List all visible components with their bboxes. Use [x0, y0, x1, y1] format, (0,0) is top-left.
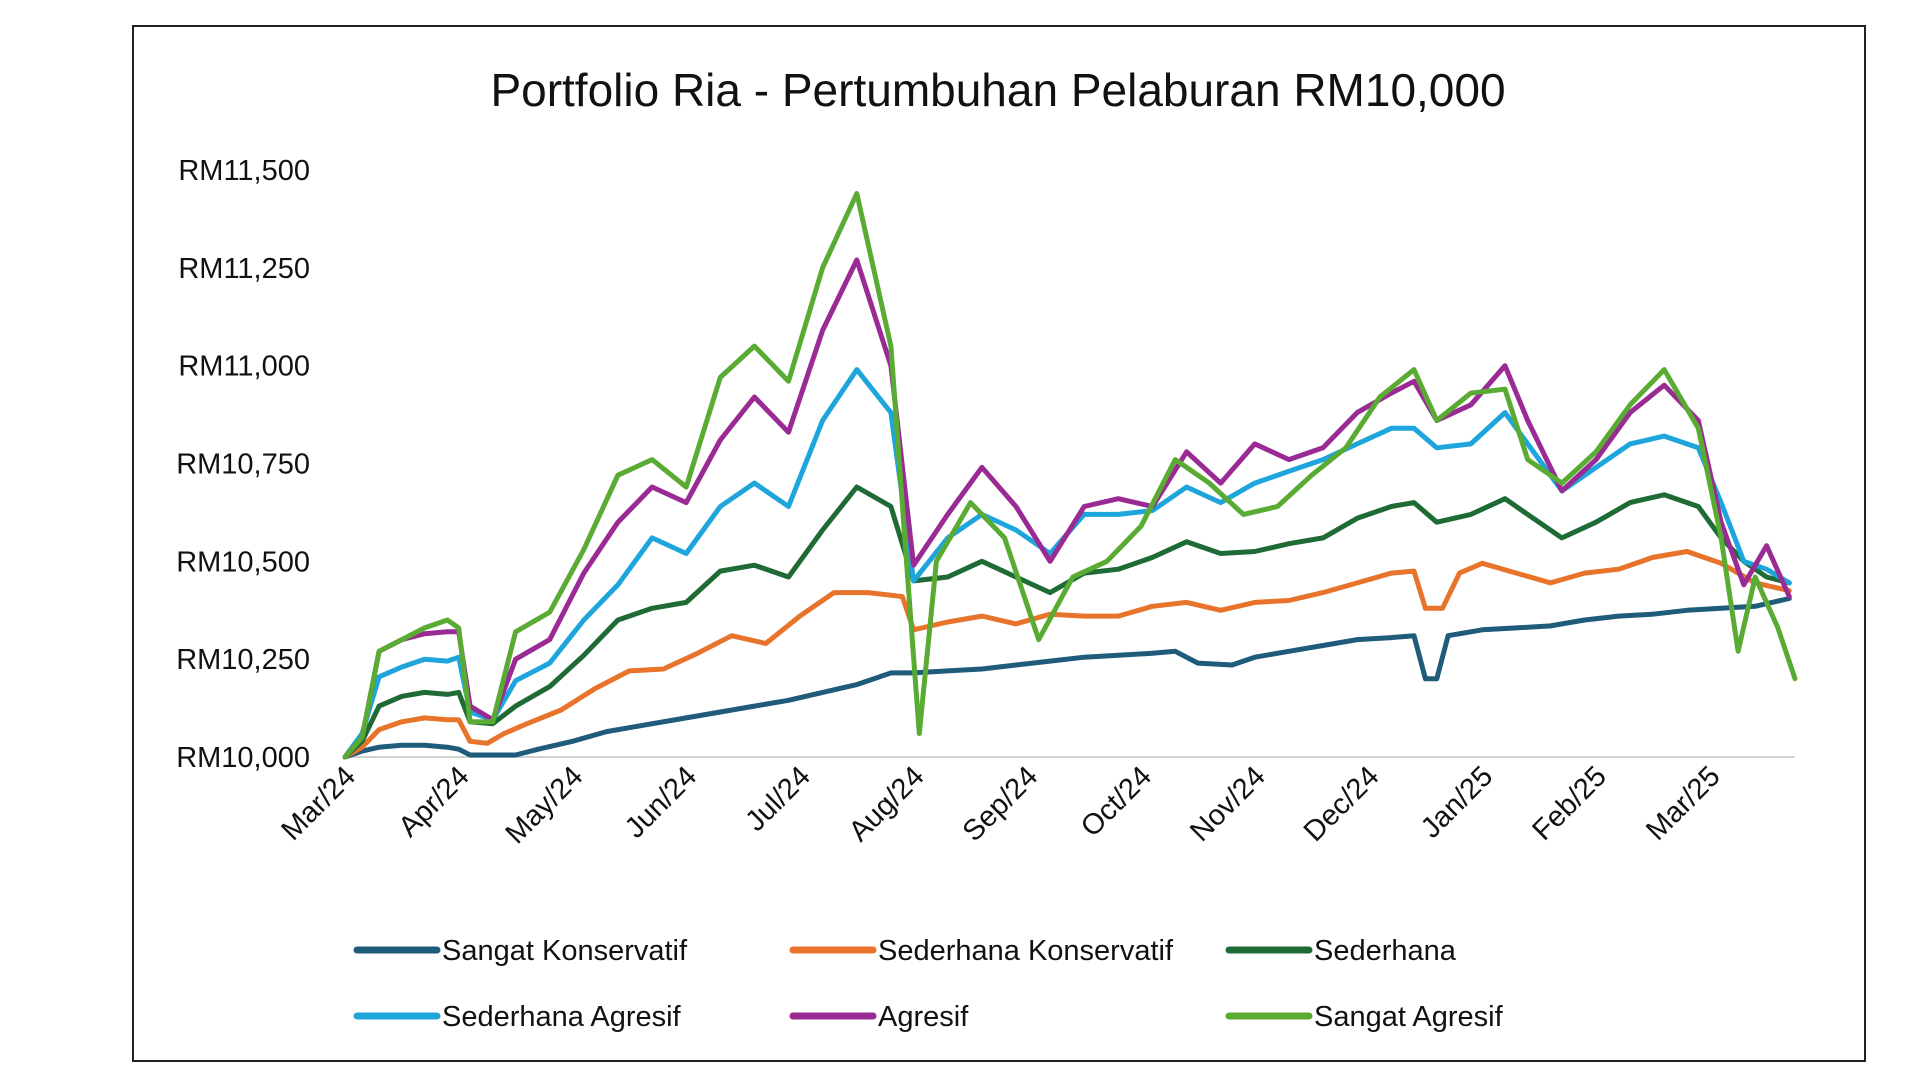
series-line-4 [342, 257, 1792, 760]
y-tick-label: RM10,750 [176, 449, 310, 481]
y-tick-label: RM10,500 [176, 546, 310, 578]
x-tick-label: Jul/24 [740, 760, 817, 837]
x-tick-label: May/24 [500, 760, 590, 850]
series-line-3 [342, 367, 1792, 760]
y-tick-label: RM10,000 [176, 742, 310, 774]
y-tick-label: RM11,000 [178, 351, 310, 383]
series-line-0 [342, 596, 1792, 760]
series-line-5 [342, 191, 1798, 760]
series-line-2 [342, 484, 1792, 760]
x-tick-label: Jun/24 [619, 760, 703, 844]
x-tick-label: Feb/25 [1526, 760, 1612, 846]
chart-frame [132, 25, 1866, 1062]
x-tick-label: Oct/24 [1075, 760, 1158, 843]
series-lines [342, 191, 1798, 760]
series-line-1 [342, 549, 1792, 760]
x-tick-label: Jan/25 [1415, 760, 1499, 844]
chart-title: Portfolio Ria - Pertumbuhan Pelaburan RM… [490, 64, 1505, 116]
x-tick-label: Dec/24 [1298, 760, 1386, 848]
legend-label: Agresif [878, 1001, 969, 1033]
legend-label: Sangat Konservatif [442, 935, 688, 967]
legend: Sangat Konservatif Sederhana Konservatif S… [353, 935, 1504, 1033]
x-tick-label: Nov/24 [1184, 760, 1272, 848]
x-tick-label: Apr/24 [393, 760, 476, 843]
y-axis-ticks: RM10,000 RM10,250 RM10,500 RM10,750 RM11,000… [176, 155, 310, 774]
legend-label: Sederhana [1314, 935, 1457, 967]
y-tick-label: RM10,250 [176, 644, 310, 676]
y-tick-label: RM11,500 [178, 155, 310, 187]
x-tick-label: Sep/24 [957, 760, 1045, 848]
x-tick-label: Aug/24 [843, 760, 931, 848]
x-tick-label: Mar/25 [1640, 760, 1726, 846]
x-axis-ticks: Mar/24 Apr/24 May/24 Jun/24 Jul/24 Aug/24 Sep/… [275, 760, 1726, 850]
legend-label: Sederhana Konservatif [878, 935, 1174, 967]
y-tick-label: RM11,250 [178, 253, 310, 285]
legend-label: Sederhana Agresif [442, 1001, 682, 1033]
legend-label: Sangat Agresif [1314, 1001, 1504, 1033]
